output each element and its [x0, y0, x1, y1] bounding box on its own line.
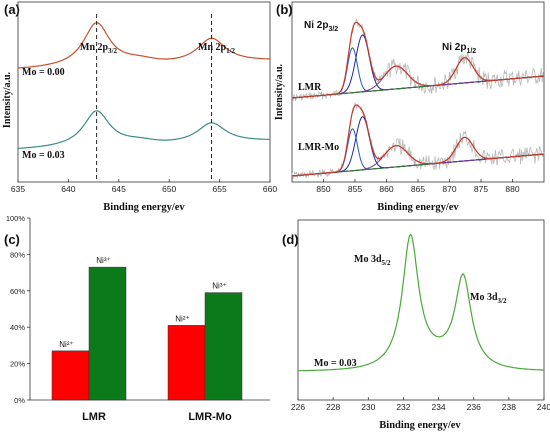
panel-b-fit-line-1: [291, 104, 545, 177]
panel-d-xtick-label: 240: [537, 402, 550, 412]
panel-a-xtick-label: 645: [112, 184, 126, 194]
panel-d-series-line-0: [297, 233, 544, 372]
panel-a-series-label-0: Mo = 0.00: [22, 67, 65, 78]
panel-c-ytick-label: 60%: [10, 287, 25, 296]
panel-c-ytick-label: 40%: [10, 323, 25, 332]
panel-d-xtick-label: 230: [361, 402, 375, 412]
panel-c-ytick-label: 20%: [10, 360, 25, 369]
panel-d-peak-label-0: Mo 3d5/2: [354, 254, 391, 267]
panel-d-xlabel: Binding energy/ev: [379, 420, 461, 431]
panel-b-series-label-1: LMR-Mo: [298, 142, 339, 153]
panel-a-xtick-label: 660: [263, 184, 277, 194]
panel-b-xtick-label: 855: [348, 184, 362, 194]
panel-c-bar-label-0-1: Ni³⁺: [96, 256, 110, 265]
panel-a-xtick-label: 655: [213, 184, 227, 194]
panel-b-component-line-0-2: [291, 65, 545, 99]
panel-c-category-0: LMR: [82, 411, 106, 423]
svg-text:Ni 2p1/2: Ni 2p1/2: [442, 42, 476, 55]
panel-b-xtick-label: 860: [379, 184, 393, 194]
panel-b-xtick-label: 870: [442, 184, 456, 194]
panel-b-peak-label-1: Ni 2p1/2: [442, 42, 476, 55]
panel-a-xtick-label: 640: [61, 184, 75, 194]
panel-a-xtick-label: 650: [162, 184, 176, 194]
panel-b-label: (b): [276, 2, 293, 17]
panel-a: (a) 635 640 645 650 655 660 Intensity/a.u. Bi…: [2, 1, 277, 213]
panel-a-series-label-1: Mo = 0.03: [22, 150, 65, 161]
panel-c-bar-label-0-0: Ni²⁺: [59, 340, 73, 349]
panel-c-ytick-label: 80%: [10, 250, 25, 259]
panel-d-xtick-label: 236: [467, 402, 481, 412]
panel-c-bar-1-1: [204, 292, 243, 401]
svg-text:Mo 3d5/2: Mo 3d5/2: [354, 254, 391, 267]
panel-b-fit-line-0: [291, 21, 545, 99]
panel-d-xtick-label: 228: [326, 402, 340, 412]
panel-b-component-line-0-1: [291, 34, 545, 99]
panel-c-category-1: LMR-Mo: [188, 411, 232, 423]
panel-c-bar-label-1-0: Ni²⁺: [175, 314, 189, 323]
panel-d-xtick-label: 238: [502, 402, 516, 412]
panel-b-xtick-label: 850: [316, 184, 330, 194]
panel-a-series-line-1: [17, 110, 270, 149]
panel-d-annotation: Mo = 0.03: [314, 358, 357, 369]
panel-a-peak-label-0: Mn 2p3/2: [80, 42, 118, 55]
svg-text:Mo 3d3/2: Mo 3d3/2: [470, 292, 507, 305]
svg-text:Mn 2p1/2: Mn 2p1/2: [198, 42, 236, 55]
panel-d: (d) 226 228 230 232 234 236 238 240 Binding ene…: [282, 219, 550, 431]
panel-b-xlabel: Binding energy/ev: [377, 202, 459, 213]
panel-c-ytick-label: 0%: [14, 396, 25, 405]
panel-b-series-label-0: LMR: [298, 82, 322, 93]
panel-c-ytick-label: 100%: [6, 214, 26, 223]
panel-b-raw-line-1: [291, 102, 545, 180]
panel-a-label: (a): [4, 2, 20, 17]
panel-b-ylabel: Intensity/a.u.: [274, 63, 285, 120]
svg-text:Mn 2p3/2: Mn 2p3/2: [80, 42, 118, 55]
panel-a-ylabel: Intensity/a.u.: [2, 71, 13, 128]
panel-a-xlabel: Binding energy/ev: [103, 202, 185, 213]
panel-d-xtick-label: 232: [396, 402, 410, 412]
panel-a-peak-label-1: Mn 2p1/2: [198, 42, 236, 55]
svg-text:Ni 2p3/2: Ni 2p3/2: [304, 20, 338, 33]
panel-c: (c) 0%20%40%60%80%100% Ni²⁺Ni³⁺Ni²⁺Ni³⁺ …: [4, 214, 270, 423]
panel-d-xtick-label: 226: [291, 402, 305, 412]
panel-c-bar-0-1: [88, 266, 127, 401]
panel-b-xtick-label: 865: [411, 184, 425, 194]
panel-a-series-line-0: [18, 22, 271, 69]
panel-b: (b) 850 855 860 865 870 875 880 Intensity/a.u.…: [274, 1, 545, 213]
panel-d-frame: [297, 219, 545, 401]
panel-b-raw-line-0: [291, 18, 545, 102]
panel-b-xtick-label: 880: [505, 184, 519, 194]
panel-b-peak-label-0: Ni 2p3/2: [304, 20, 338, 33]
panel-a-frame: [17, 1, 271, 183]
panel-d-peak-label-1: Mo 3d3/2: [470, 292, 507, 305]
panel-c-label: (c): [4, 232, 20, 247]
panel-a-xtick-label: 635: [11, 184, 25, 194]
panel-c-bar-1-0: [167, 325, 206, 401]
panel-c-bar-0-0: [51, 350, 90, 401]
panel-d-label: (d): [282, 232, 299, 247]
panel-c-bar-label-1-1: Ni³⁺: [212, 282, 226, 291]
panel-d-xtick-label: 234: [431, 402, 445, 412]
panel-b-xtick-label: 875: [474, 184, 488, 194]
